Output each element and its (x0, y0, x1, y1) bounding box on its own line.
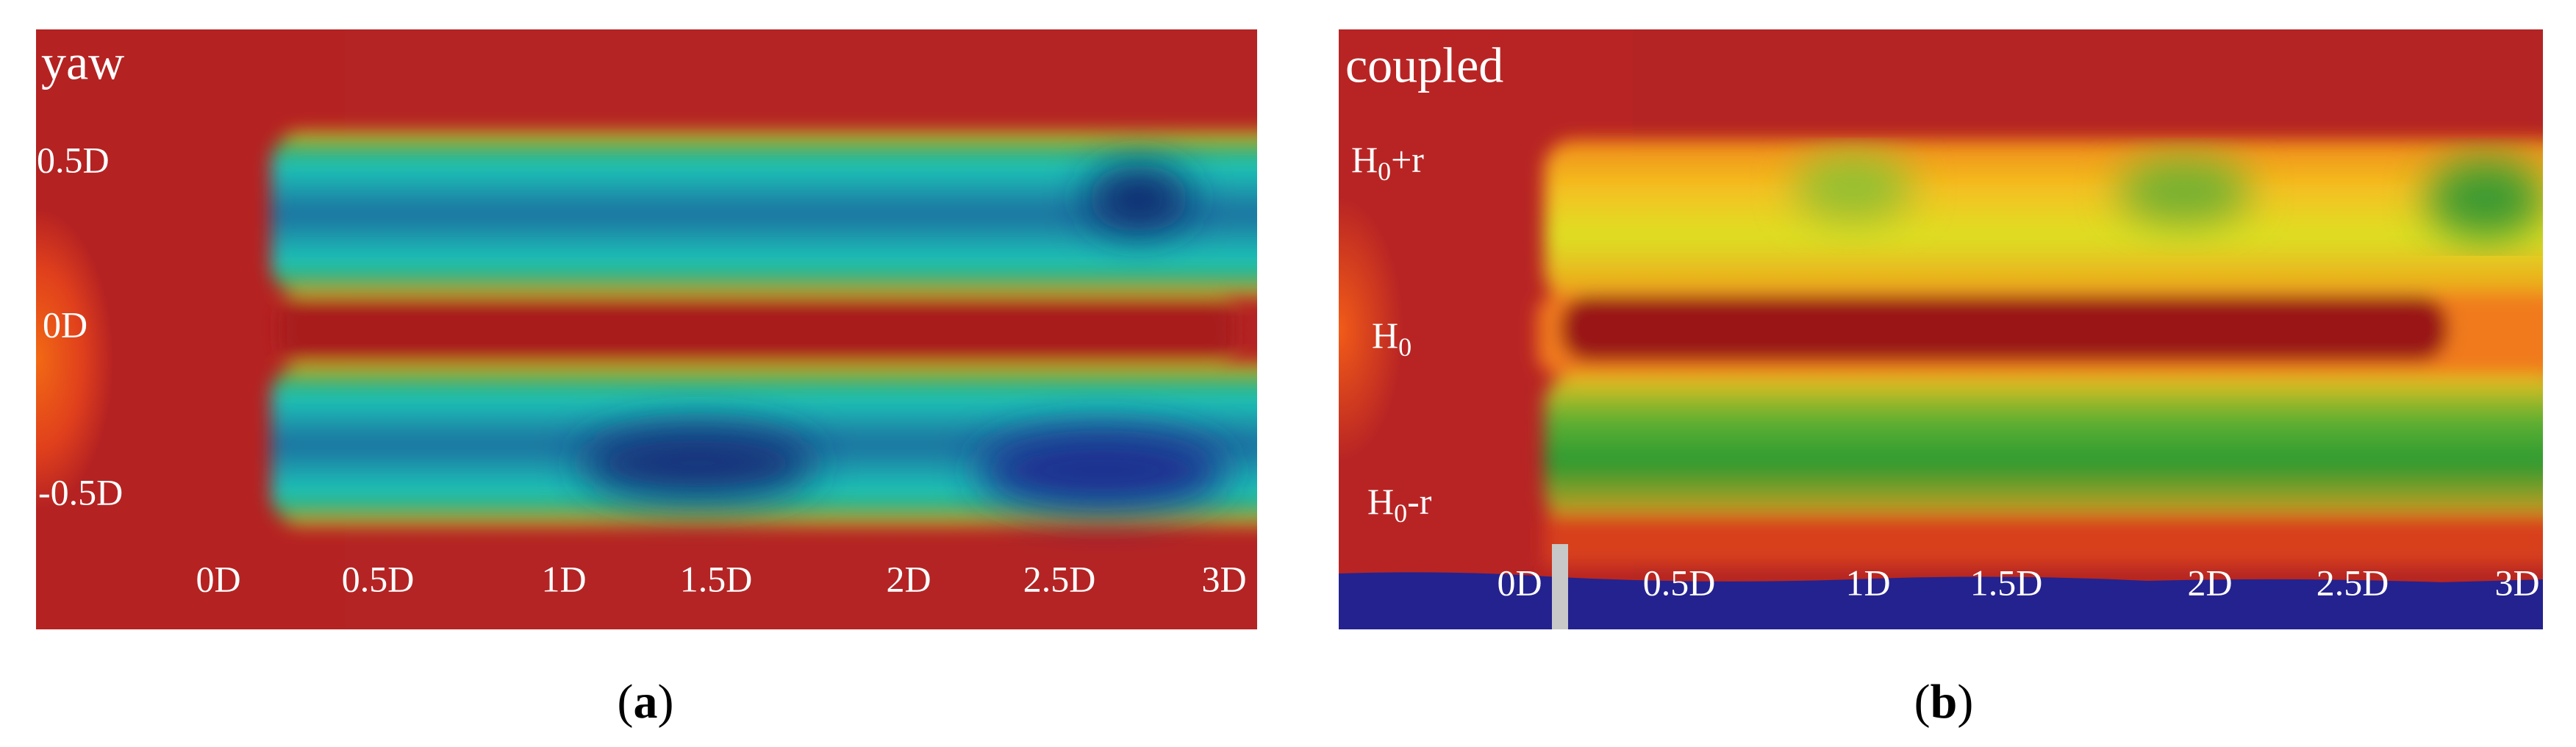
x-label: 2D (886, 558, 931, 599)
hub-band (1561, 296, 2448, 362)
y-label: H0+r (1351, 139, 1424, 186)
panel-title: yaw (41, 35, 124, 90)
hub-band (279, 297, 1234, 362)
x-label: 0.5D (1643, 562, 1716, 603)
y-label: 0D (43, 304, 87, 345)
x-label: 2.5D (2316, 562, 2389, 603)
lower-wake (1545, 375, 2543, 522)
caption-letter: a (634, 675, 658, 729)
y-label-base: H (1351, 139, 1378, 180)
upper-wake (271, 132, 1257, 296)
y-label: -0.5D (38, 471, 123, 512)
blob (2427, 158, 2543, 239)
core (1087, 165, 1190, 232)
upper-wake (1545, 140, 2543, 301)
caption-paren: ( (618, 675, 634, 729)
x-label: 2.5D (1023, 558, 1096, 599)
y-label-sub: 0 (1394, 498, 1407, 528)
caption-paren: ( (1914, 675, 1931, 729)
y-label: H0-r (1367, 481, 1432, 528)
x-label: 2D (2187, 562, 2232, 603)
blob (1795, 154, 1912, 221)
wakes (1537, 140, 2543, 566)
x-label: 1D (541, 558, 586, 599)
near-ground (1545, 515, 2543, 566)
caption: (a) (618, 675, 674, 729)
x-label: 0D (196, 558, 240, 599)
caption-letter: b (1931, 675, 1958, 729)
y-label-sub: 0 (1378, 157, 1391, 186)
y-label-base: H (1367, 481, 1394, 522)
panel-title: coupled (1345, 37, 1503, 93)
y-label: H0 (1372, 315, 1412, 362)
y-label: 0.5D (37, 139, 110, 180)
x-label: 0D (1497, 562, 1542, 603)
panel-a-field (36, 29, 1257, 629)
green-blobs (1795, 154, 2543, 239)
core (977, 430, 1227, 511)
tower (1552, 544, 1568, 629)
ground (1339, 572, 2543, 629)
x-label: 1D (1845, 562, 1890, 603)
caption: (b) (1914, 675, 1974, 729)
y-label-base: H (1372, 315, 1398, 356)
x-label: 1.5D (680, 558, 753, 599)
deficit-cores (580, 165, 1227, 511)
core (580, 426, 815, 500)
x-label: 0.5D (342, 558, 415, 599)
x-label: 3D (2494, 562, 2539, 603)
blob (2118, 158, 2250, 224)
caption-paren: ) (1957, 675, 1973, 729)
y-label-rest: +r (1391, 139, 1424, 180)
panel-b-field (1339, 29, 2543, 629)
x-label: 1.5D (1970, 562, 2043, 603)
y-label-sub: 0 (1398, 332, 1412, 362)
x-label: 3D (1201, 558, 1246, 599)
caption-paren: ) (658, 675, 674, 729)
y-label-rest: -r (1407, 481, 1432, 522)
